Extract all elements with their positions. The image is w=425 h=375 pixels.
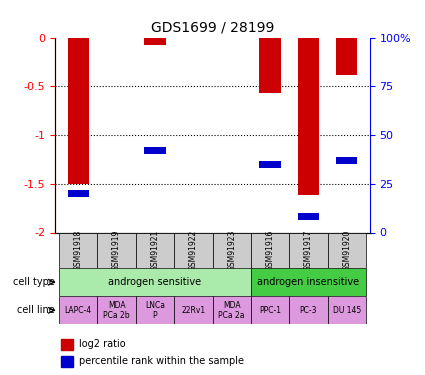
Text: GSM91916: GSM91916 [266,230,275,271]
Text: GSM91918: GSM91918 [74,230,83,271]
Text: GSM91923: GSM91923 [227,230,236,271]
Bar [336,157,357,164]
Title: GDS1699 / 28199: GDS1699 / 28199 [151,21,274,35]
Text: MDA
PCa 2b: MDA PCa 2b [103,301,130,320]
Bar [298,38,319,195]
Text: PC-3: PC-3 [300,306,317,315]
Bar [68,190,89,197]
FancyBboxPatch shape [289,296,328,324]
Text: cell type: cell type [13,277,54,287]
Bar [60,339,73,350]
Text: LNCa
P: LNCa P [145,301,165,320]
Text: androgen insensitive: androgen insensitive [257,277,360,287]
FancyBboxPatch shape [97,232,136,268]
Text: LAPC-4: LAPC-4 [65,306,92,315]
FancyBboxPatch shape [212,296,251,324]
FancyBboxPatch shape [59,268,251,296]
Bar [260,161,280,168]
FancyBboxPatch shape [59,296,97,324]
Text: GSM91920: GSM91920 [342,230,351,271]
FancyBboxPatch shape [174,232,212,268]
Text: androgen sensitive: androgen sensitive [108,277,201,287]
FancyBboxPatch shape [136,296,174,324]
Bar [260,38,280,93]
Text: GSM91922: GSM91922 [189,230,198,271]
FancyBboxPatch shape [97,296,136,324]
Bar [60,356,73,367]
Text: 22Rv1: 22Rv1 [181,306,205,315]
Bar [336,38,357,75]
FancyBboxPatch shape [251,268,366,296]
FancyBboxPatch shape [251,232,289,268]
Bar [144,38,165,45]
Bar [144,147,165,154]
FancyBboxPatch shape [289,232,328,268]
FancyBboxPatch shape [328,296,366,324]
FancyBboxPatch shape [174,296,212,324]
Text: PPC-1: PPC-1 [259,306,281,315]
Text: MDA
PCa 2a: MDA PCa 2a [218,301,245,320]
Bar [68,38,89,184]
FancyBboxPatch shape [212,232,251,268]
Text: DU 145: DU 145 [333,306,361,315]
Text: GSM91917: GSM91917 [304,230,313,271]
Text: GSM91919: GSM91919 [112,230,121,271]
Text: percentile rank within the sample: percentile rank within the sample [79,357,244,366]
FancyBboxPatch shape [251,296,289,324]
Text: GSM91921: GSM91921 [150,230,159,271]
FancyBboxPatch shape [59,232,97,268]
FancyBboxPatch shape [328,232,366,268]
Text: log2 ratio: log2 ratio [79,339,125,349]
FancyBboxPatch shape [136,232,174,268]
Bar [298,213,319,220]
Text: cell line: cell line [17,305,54,315]
